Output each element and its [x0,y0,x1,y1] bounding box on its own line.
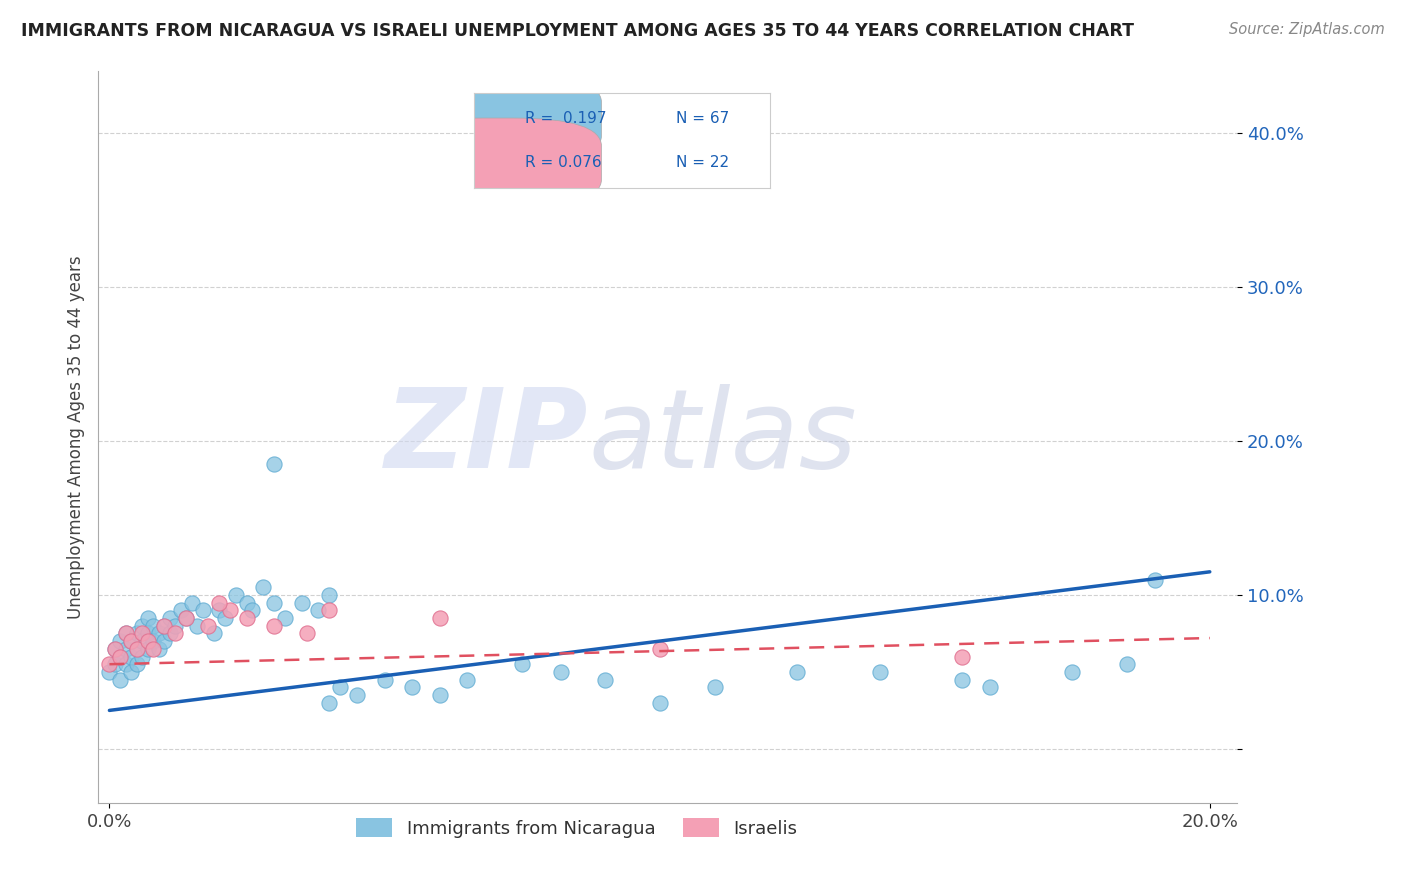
Point [148,641,170,656]
Point [648,641,671,656]
Point [110,634,132,648]
Point [120,634,142,648]
Point [142,641,165,656]
Point [191,603,214,617]
Point [208,596,231,610]
Point [165,618,187,632]
Point [136,634,159,648]
Point [125,657,148,672]
Point [593,673,616,687]
Point [950,649,973,664]
Point [110,649,132,664]
Point [263,618,285,632]
Text: atlas: atlas [588,384,856,491]
Point [236,596,259,610]
Point [208,603,231,617]
Point [98,657,121,672]
Point [110,649,132,664]
Point [1143,573,1166,587]
Point [329,681,352,695]
Point [429,688,451,702]
Point [214,611,236,625]
Point [136,641,159,656]
Point [136,611,159,625]
Point [242,603,264,617]
Point [318,588,340,602]
Point [120,649,142,664]
Point [197,618,219,632]
Point [176,611,198,625]
Point [159,611,181,625]
Point [136,626,159,640]
Point [263,457,285,471]
Point [104,641,127,656]
Point [263,596,285,610]
Point [274,611,297,625]
Point [318,696,340,710]
Point [159,626,181,640]
Text: IMMIGRANTS FROM NICARAGUA VS ISRAELI UNEMPLOYMENT AMONG AGES 35 TO 44 YEARS CORR: IMMIGRANTS FROM NICARAGUA VS ISRAELI UNE… [21,22,1135,40]
Point [120,665,142,679]
Point [297,626,319,640]
Point [104,641,127,656]
Point [115,641,138,656]
Point [186,618,208,632]
Point [181,596,204,610]
Point [125,641,148,656]
Point [142,618,165,632]
Point [1116,657,1139,672]
Point [115,626,138,640]
Point [131,649,153,664]
Point [786,665,808,679]
Point [176,611,198,625]
Point [98,665,121,679]
Point [318,603,340,617]
Point [429,611,451,625]
Point [142,634,165,648]
Point [115,626,138,640]
Point [979,681,1001,695]
Point [110,673,132,687]
Point [225,588,247,602]
Point [401,681,423,695]
Point [131,634,153,648]
Y-axis label: Unemployment Among Ages 35 to 44 years: Unemployment Among Ages 35 to 44 years [66,255,84,619]
Point [131,626,153,640]
Point [170,603,193,617]
Point [950,673,973,687]
Point [219,603,242,617]
Point [131,618,153,632]
Point [550,665,572,679]
Point [153,618,176,632]
Point [236,611,259,625]
Point [115,657,138,672]
Point [202,626,225,640]
Point [648,696,671,710]
Text: ZIP: ZIP [385,384,588,491]
Text: Source: ZipAtlas.com: Source: ZipAtlas.com [1229,22,1385,37]
Point [703,681,725,695]
Point [125,626,148,640]
Point [153,618,176,632]
Point [153,634,176,648]
Point [104,657,127,672]
Point [291,596,314,610]
Point [510,657,533,672]
Point [1062,665,1084,679]
Point [120,634,142,648]
Point [125,641,148,656]
Point [165,626,187,640]
Point [308,603,330,617]
Point [456,673,478,687]
Point [373,673,395,687]
Point [252,580,274,594]
Legend: Immigrants from Nicaragua, Israelis: Immigrants from Nicaragua, Israelis [349,811,804,845]
Point [346,688,368,702]
Point [148,626,170,640]
Point [869,665,891,679]
